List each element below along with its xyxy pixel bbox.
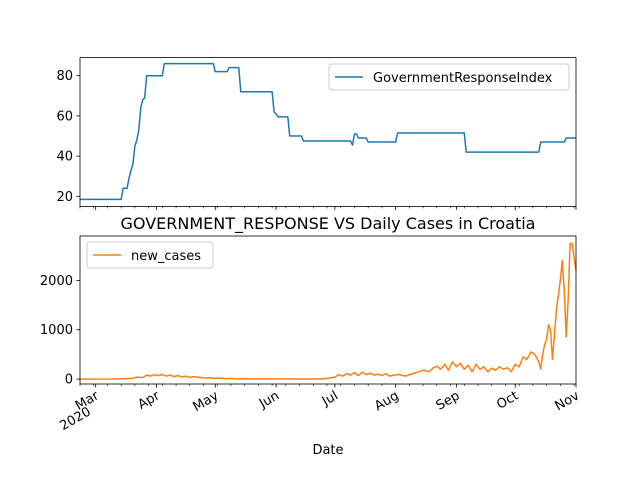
top-plot-frame <box>79 57 577 207</box>
bottom-chart-title: GOVERNMENT_RESPONSE VS Daily Cases in Cr… <box>121 214 536 234</box>
top-y-tick-label: 20 <box>56 190 73 205</box>
top-y-tick-label: 40 <box>56 150 73 165</box>
bottom-series-line-0 <box>79 242 577 380</box>
bottom-series-lines <box>79 242 577 380</box>
bottom-legend-box <box>86 241 214 269</box>
top-legend: GovernmentResponseIndex <box>328 63 570 91</box>
bottom-y-tick-label: 1000 <box>40 323 73 338</box>
top-y-ticks: 20 40 60 80 <box>56 69 80 205</box>
bottom-y-ticks: 0 1000 2000 <box>40 274 80 388</box>
top-y-tick-label: 60 <box>56 109 73 124</box>
bottom-legend: new_cases <box>86 241 214 269</box>
top-panel: 20 40 60 80 GovernmentResponseIndex <box>56 57 577 210</box>
bottom-y-tick-label: 2000 <box>40 274 73 289</box>
top-y-tick-label: 80 <box>56 69 73 84</box>
top-series-lines <box>80 62 576 201</box>
top-legend-label: GovernmentResponseIndex <box>373 71 553 86</box>
bottom-legend-label: new_cases <box>131 249 201 264</box>
top-legend-box <box>328 63 570 91</box>
top-x-ticks <box>79 206 577 210</box>
top-series-line-0 <box>80 62 576 201</box>
bottom-y-tick-label: 0 <box>65 373 73 388</box>
bottom-plot-frame <box>79 235 577 385</box>
x-axis-label: Date <box>312 443 343 458</box>
x-tick-label: Jul <box>319 388 341 409</box>
